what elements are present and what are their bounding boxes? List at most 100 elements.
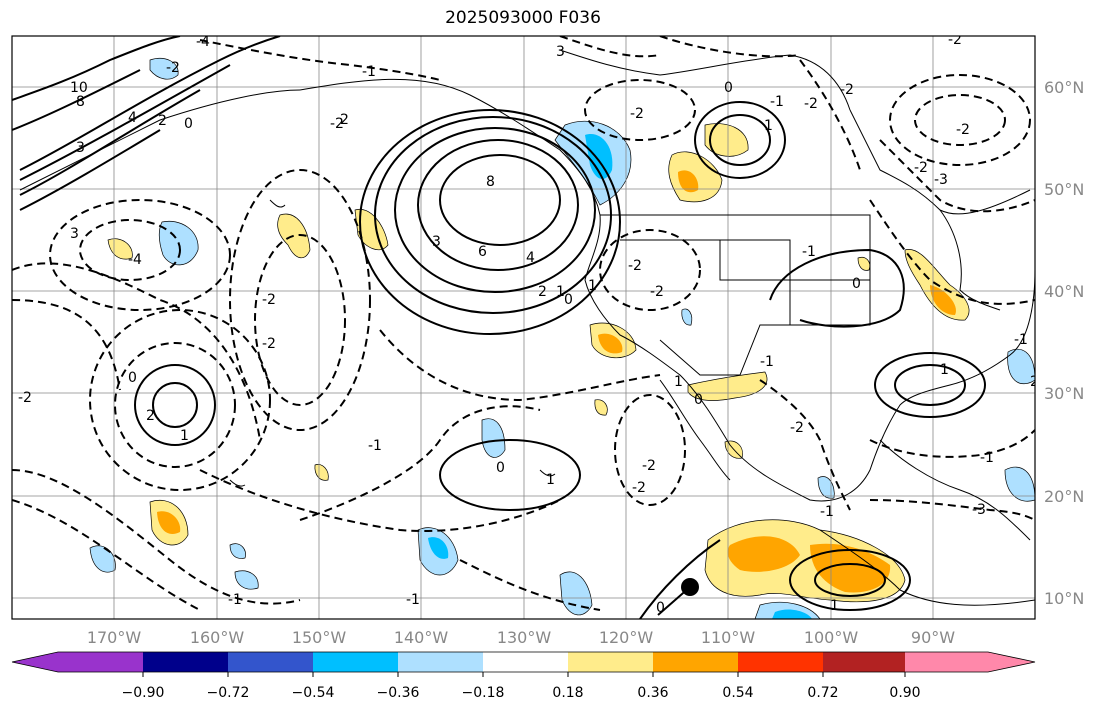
contour-label: -2	[18, 390, 32, 406]
colorbar-tick-label: −0.90	[122, 685, 165, 701]
contour-label: -1	[228, 592, 242, 608]
colorbar-segment	[738, 652, 823, 672]
colorbar-tick-label: 0.18	[552, 685, 583, 701]
lat-label: 40°N	[1044, 282, 1084, 301]
latitude-labels: 60°N 50°N 40°N 30°N 20°N 10°N	[1044, 78, 1084, 608]
contour-label: 0	[724, 80, 733, 96]
contour-label: 8	[76, 94, 85, 110]
contour-label: -2	[956, 122, 970, 138]
contour-label: 2	[158, 113, 167, 129]
contour-label: 10	[70, 80, 88, 96]
colorbar-tick-label: 0.90	[889, 685, 920, 701]
colorbar-tick-label: −0.54	[292, 685, 335, 701]
colorbar-tick-label: −0.36	[377, 685, 420, 701]
contour-label: -4	[196, 34, 210, 50]
colorbar-tick-label: 0.54	[722, 685, 753, 701]
contour-label: 0	[656, 600, 665, 616]
graticule	[12, 36, 1035, 619]
lon-label: 110°W	[701, 628, 756, 647]
contours-solid	[12, 36, 986, 619]
contour-label: 0	[564, 292, 573, 308]
contour-label: 1	[588, 278, 597, 294]
lon-label: 140°W	[394, 628, 449, 647]
contour-label: -2	[262, 292, 276, 308]
colorbar-extend-low	[12, 652, 58, 672]
contour-label: -2	[330, 116, 344, 132]
contour-label: -2	[642, 458, 656, 474]
lon-label: 160°W	[190, 628, 245, 647]
contour-label: -2	[262, 336, 276, 352]
colorbar-tick-label: 0.36	[637, 685, 668, 701]
colorbar: −0.90 −0.72 −0.54 −0.36 −0.18 0.18 0.36 …	[11, 651, 1036, 701]
contour-labels: 10 8 4 3 3 2 0 3 2 8 6 4 3 2 1 0 1 -4 -2…	[18, 32, 1035, 616]
colorbar-segment	[398, 652, 483, 672]
coastlines	[19, 49, 1035, 606]
contour-label: -1	[770, 94, 784, 110]
contour-label: 6	[478, 244, 487, 260]
contour-label: 4	[526, 250, 535, 266]
colorbar-segment	[653, 652, 738, 672]
contour-label: -1	[802, 244, 816, 260]
contour-label: -1	[1014, 332, 1028, 348]
contour-label: -2	[628, 258, 642, 274]
contour-label: -3	[934, 172, 948, 188]
contour-label: 1	[940, 362, 949, 378]
contour-label: -2	[632, 480, 646, 496]
colorbar-segment	[905, 652, 988, 672]
contour-label: 0	[496, 460, 505, 476]
colorbar-tick-label: −0.72	[207, 685, 250, 701]
contour-label: -2	[914, 160, 928, 176]
lon-label: 150°W	[292, 628, 347, 647]
contour-label: 1	[180, 428, 189, 444]
lon-label: 100°W	[804, 628, 859, 647]
lon-label: 170°W	[87, 628, 142, 647]
contour-label: 0	[184, 116, 193, 132]
colorbar-extend-high	[988, 652, 1035, 672]
contour-label: 4	[128, 110, 137, 126]
lon-label: 130°W	[497, 628, 552, 647]
colorbar-segment	[823, 652, 905, 672]
contour-label: 2	[146, 408, 155, 424]
contour-label: -2	[804, 96, 818, 112]
contour-label: 3	[76, 140, 85, 156]
contour-label: -1	[362, 64, 376, 80]
contour-label: 1	[556, 284, 565, 300]
contour-label: 1	[764, 118, 773, 134]
colorbar-tick-labels: −0.90 −0.72 −0.54 −0.36 −0.18 0.18 0.36 …	[122, 685, 921, 701]
map-border	[11, 35, 1036, 620]
contour-label: 8	[486, 174, 495, 190]
contour-label: 0	[128, 370, 137, 386]
contour-label: -2	[840, 82, 854, 98]
colorbar-segment	[58, 652, 143, 672]
contour-label: 1	[546, 472, 555, 488]
contour-label: -2	[948, 32, 962, 48]
map-title: 2025093000 F036	[445, 8, 601, 28]
colorbar-segment	[143, 652, 228, 672]
colorbar-segment	[313, 652, 398, 672]
lat-label: 60°N	[1044, 78, 1084, 97]
colorbar-segment	[568, 652, 653, 672]
colorbar-ticks	[142, 672, 906, 677]
colorbar-tick-label: 0.72	[807, 685, 838, 701]
contour-label: 1	[674, 374, 683, 390]
contour-label: 2	[340, 112, 349, 128]
longitude-labels: 170°W 160°W 150°W 140°W 130°W 120°W 110°…	[87, 628, 955, 647]
contour-label: -3	[972, 502, 986, 518]
contour-label: 0	[852, 276, 861, 292]
contour-label: -1	[406, 592, 420, 608]
contour-label: -2	[650, 284, 664, 300]
contour-label: -2	[166, 60, 180, 76]
storm-track	[657, 578, 699, 616]
contour-label: 0	[694, 392, 703, 408]
lat-label: 20°N	[1044, 487, 1084, 506]
contour-label: 3	[556, 44, 565, 60]
contour-label: 2	[538, 284, 547, 300]
lon-label: 120°W	[599, 628, 654, 647]
lat-label: 30°N	[1044, 384, 1084, 403]
contour-label: 3	[432, 234, 441, 250]
contours-dashed	[12, 36, 1035, 611]
contour-label: -1	[760, 354, 774, 370]
contour-label: -1	[368, 438, 382, 454]
contour-label: -1	[980, 450, 994, 466]
